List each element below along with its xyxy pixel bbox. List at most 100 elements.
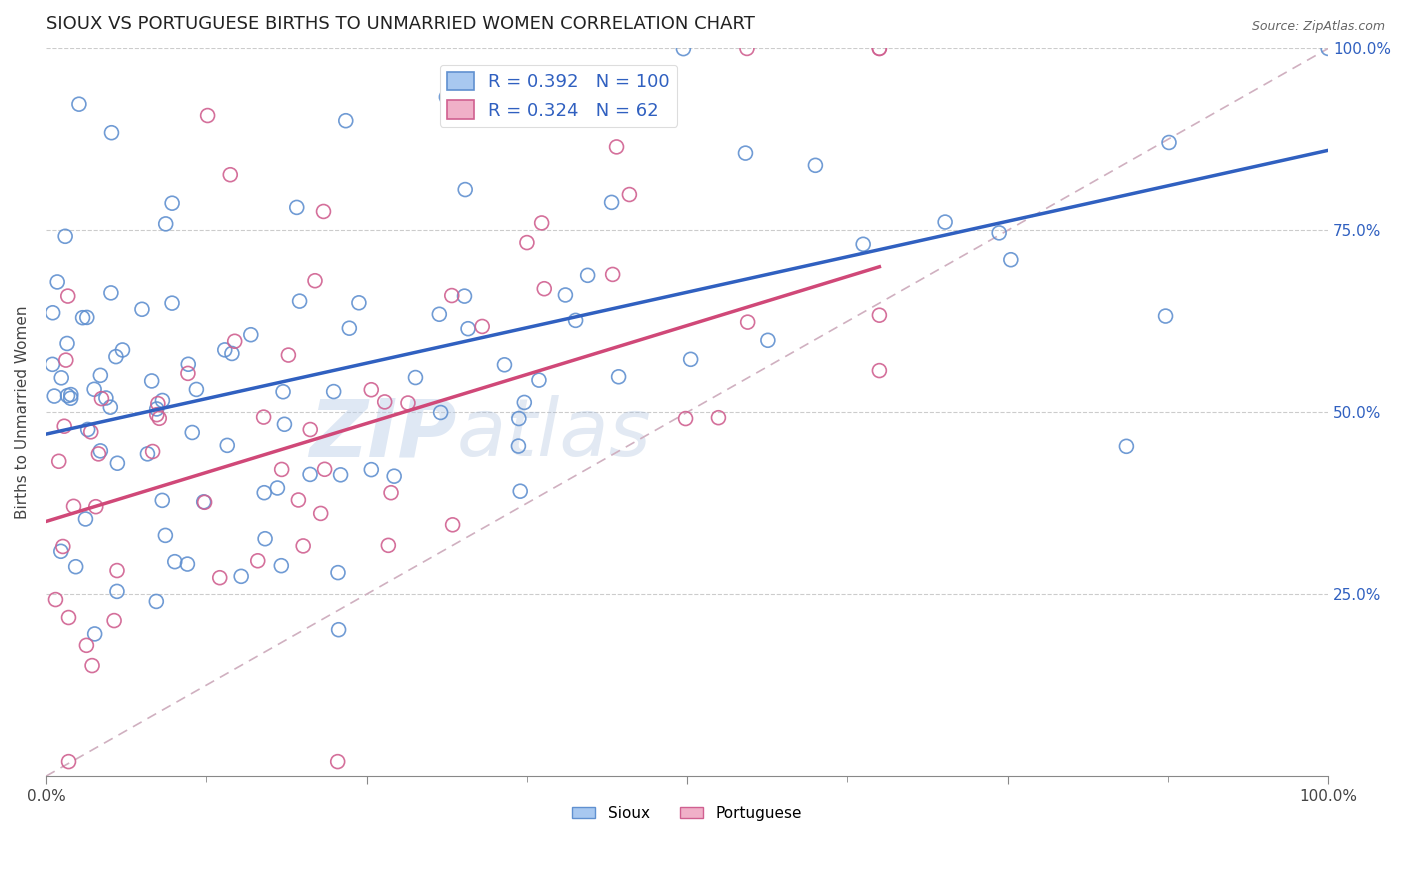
Point — [335, 113, 357, 128]
Point — [56, 389, 79, 403]
Point — [576, 268, 599, 283]
Point — [852, 237, 875, 252]
Point — [326, 566, 349, 580]
Point — [377, 538, 399, 552]
Point — [145, 594, 167, 608]
Point — [326, 755, 349, 769]
Point — [75, 638, 97, 652]
Point — [41, 306, 63, 320]
Point — [868, 41, 890, 55]
Point — [49, 544, 72, 558]
Point — [53, 229, 76, 244]
Point — [160, 296, 183, 310]
Point — [607, 369, 630, 384]
Point — [44, 389, 66, 403]
Point — [270, 462, 292, 476]
Point — [246, 554, 269, 568]
Text: ZIP: ZIP — [309, 395, 457, 473]
Point — [231, 569, 253, 583]
Point — [360, 383, 382, 397]
Point — [59, 387, 82, 401]
Point — [453, 289, 475, 303]
Point — [1000, 252, 1022, 267]
Point — [329, 467, 352, 482]
Point — [868, 363, 890, 377]
Point — [1157, 136, 1180, 150]
Point — [94, 391, 117, 405]
Point — [253, 485, 276, 500]
Point — [58, 610, 80, 624]
Point — [104, 350, 127, 364]
Point — [224, 334, 246, 349]
Point — [90, 392, 112, 406]
Point — [564, 313, 586, 327]
Point — [56, 336, 79, 351]
Point — [142, 444, 165, 458]
Point — [600, 195, 623, 210]
Point — [98, 400, 121, 414]
Point — [360, 462, 382, 476]
Point — [508, 411, 530, 425]
Point — [136, 447, 159, 461]
Point — [254, 532, 277, 546]
Point — [299, 467, 322, 482]
Point — [427, 307, 450, 321]
Point — [155, 217, 177, 231]
Point — [148, 411, 170, 425]
Point — [221, 346, 243, 360]
Point — [547, 69, 569, 83]
Point — [374, 395, 396, 409]
Point — [58, 755, 80, 769]
Point — [606, 140, 628, 154]
Point — [152, 393, 174, 408]
Point — [89, 368, 111, 383]
Point — [471, 319, 494, 334]
Point — [194, 495, 217, 509]
Legend: Sioux, Portuguese: Sioux, Portuguese — [567, 799, 808, 827]
Point — [285, 201, 308, 215]
Text: SIOUX VS PORTUGUESE BIRTHS TO UNMARRIED WOMEN CORRELATION CHART: SIOUX VS PORTUGUESE BIRTHS TO UNMARRIED … — [46, 15, 755, 33]
Point — [299, 423, 322, 437]
Point — [277, 348, 299, 362]
Point — [51, 371, 73, 385]
Point — [328, 623, 350, 637]
Point — [287, 493, 309, 508]
Point — [252, 410, 274, 425]
Point — [52, 540, 75, 554]
Point — [337, 321, 360, 335]
Point — [146, 396, 169, 410]
Point — [150, 493, 173, 508]
Point — [146, 408, 169, 422]
Point — [208, 571, 231, 585]
Point — [707, 410, 730, 425]
Point — [1317, 41, 1340, 55]
Point — [494, 358, 516, 372]
Point — [46, 275, 69, 289]
Point — [396, 396, 419, 410]
Point — [55, 353, 77, 368]
Point — [100, 126, 122, 140]
Point — [527, 373, 550, 387]
Point — [75, 512, 97, 526]
Point — [84, 500, 107, 514]
Point — [65, 559, 87, 574]
Point — [53, 419, 76, 434]
Point — [89, 443, 111, 458]
Point — [675, 411, 697, 425]
Point — [266, 481, 288, 495]
Point — [530, 216, 553, 230]
Point — [868, 308, 890, 322]
Point — [508, 439, 530, 453]
Point — [103, 614, 125, 628]
Point — [314, 462, 336, 476]
Point — [1115, 439, 1137, 453]
Point — [309, 507, 332, 521]
Point — [72, 310, 94, 325]
Point — [457, 321, 479, 335]
Point — [193, 495, 215, 509]
Point — [304, 274, 326, 288]
Point — [239, 327, 262, 342]
Point — [602, 268, 624, 282]
Point — [619, 187, 641, 202]
Y-axis label: Births to Unmarried Women: Births to Unmarried Women — [15, 306, 30, 519]
